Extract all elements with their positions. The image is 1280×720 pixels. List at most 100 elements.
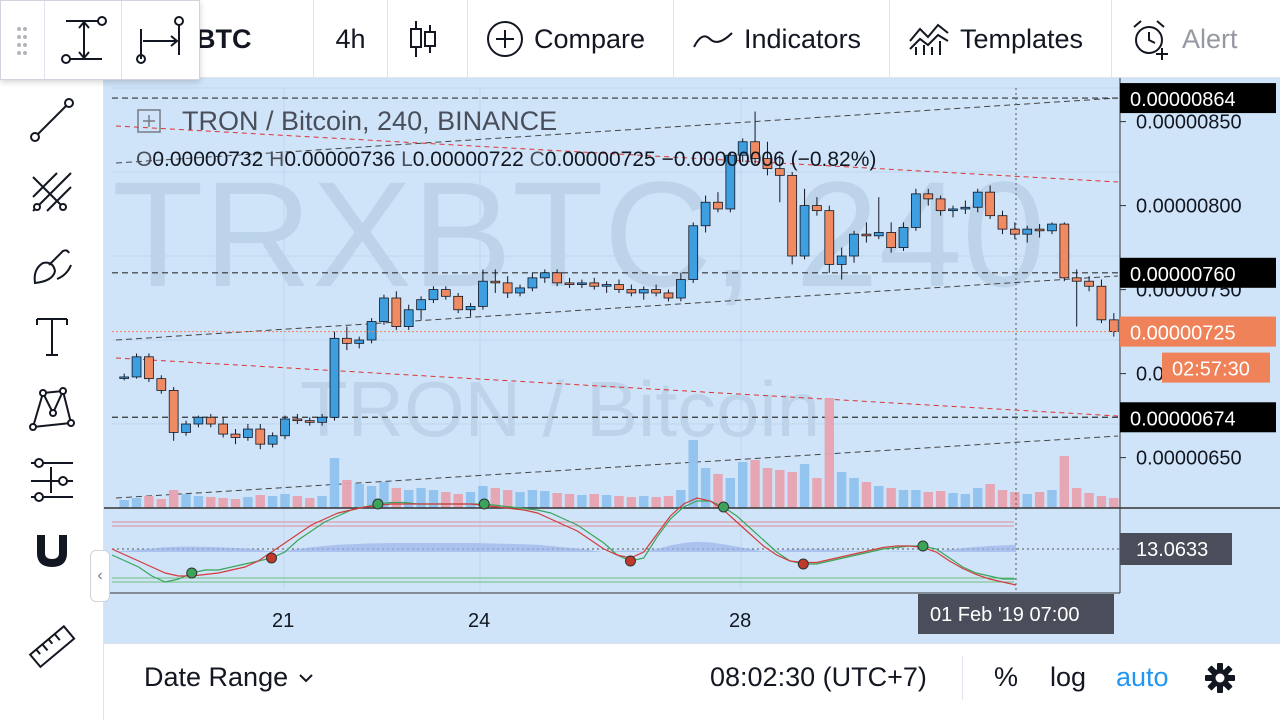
candle-up [577, 282, 587, 285]
percent-toggle[interactable]: % [994, 644, 1018, 711]
candle-down [490, 280, 501, 284]
price-badge-label: 0.00000760 [1130, 264, 1236, 286]
volume-bar [935, 491, 946, 508]
volume-bar [317, 496, 327, 508]
candle-up [836, 255, 847, 265]
auto-toggle[interactable]: auto [1116, 644, 1169, 711]
candle-up [638, 289, 649, 294]
brush-tool[interactable] [22, 234, 82, 294]
volume-bar [354, 484, 364, 508]
volume-bar [663, 496, 674, 508]
timezone-clock[interactable]: 08:02:30 (UTC+7) [710, 644, 927, 711]
indicators-button[interactable]: Indicators [674, 0, 890, 78]
drag-handle-icon[interactable] [1, 1, 45, 79]
crossover-dot [186, 567, 198, 579]
candle-up [428, 289, 439, 301]
compare-button[interactable]: Compare [468, 0, 674, 78]
crossover-dot [797, 558, 809, 570]
pitchfork-tool[interactable] [22, 162, 82, 222]
volume-bar [1109, 498, 1119, 508]
volume-bar [490, 488, 500, 508]
chart-area[interactable]: TRXBTC, 240 TRON / Bitcoin 0.00000850 0.000… [104, 78, 1280, 643]
alert-button[interactable]: Alert [1112, 0, 1280, 78]
settings-button[interactable] [1204, 644, 1236, 711]
candle-up [972, 191, 983, 208]
ruler-tool[interactable] [22, 618, 82, 678]
indicators-label: Indicators [744, 23, 862, 54]
volume-bar [465, 492, 476, 508]
candle-down [1108, 319, 1119, 332]
text-tool[interactable] [22, 306, 82, 366]
collapse-toolbar-button[interactable]: ‹ [90, 550, 110, 602]
price-badge-label: 0.00000864 [1130, 89, 1236, 111]
candle-up [465, 305, 476, 311]
volume-bar [168, 490, 179, 508]
candle-down [651, 289, 661, 294]
candle-down [626, 289, 637, 294]
candle-down [985, 191, 995, 217]
candle-up [243, 428, 253, 438]
trend-line-drawing[interactable] [115, 97, 1119, 164]
candle-down [997, 215, 1008, 230]
candle-down [341, 337, 352, 344]
templates-button[interactable]: Templates [890, 0, 1112, 78]
volume-bar [799, 464, 810, 508]
prediction-measure-tool[interactable] [22, 450, 82, 510]
trend-line-tool[interactable] [22, 90, 82, 150]
volume-bar [329, 458, 340, 508]
volume-bar [1034, 492, 1045, 508]
candle-down [453, 295, 464, 311]
volume-bar [502, 490, 513, 508]
crossover-dot [624, 555, 636, 567]
log-toggle[interactable]: log [1050, 644, 1086, 711]
volume-bar [230, 499, 241, 508]
chart-type-button[interactable] [388, 0, 468, 78]
interval-button[interactable]: 4h [314, 0, 388, 78]
legend-collapse-icon[interactable] [137, 109, 161, 133]
candle-down [292, 418, 303, 422]
watermark-description: TRON / Bitcoin [300, 365, 820, 453]
date-range-button[interactable]: Date Range [144, 644, 316, 711]
trend-line-drawing[interactable] [115, 275, 1119, 341]
volume-bar [305, 498, 315, 508]
time-tick-label: 24 [468, 610, 490, 632]
symbol-search-button[interactable]: BTC [190, 0, 314, 78]
crossover-dot [372, 498, 384, 510]
pattern-tool[interactable] [22, 378, 82, 438]
crossover-dot [718, 501, 730, 513]
candle-up [193, 416, 204, 425]
candle-down [218, 423, 229, 435]
price-range-tool-button[interactable] [45, 1, 122, 79]
volume-bar [639, 496, 649, 508]
text-icon [36, 318, 68, 356]
date-range-tool-button[interactable] [122, 1, 199, 79]
volume-bar [973, 488, 983, 508]
candle-down [564, 282, 575, 285]
candle-down [774, 168, 785, 176]
volume-bar [391, 488, 402, 508]
volume-bar [886, 488, 896, 508]
volume-bar [997, 490, 1008, 508]
volume-bar [626, 497, 637, 508]
candle-down [1034, 228, 1045, 232]
volume-bar [255, 495, 265, 508]
volume-bar [193, 496, 204, 508]
candle-down [762, 158, 773, 170]
alarm-clock-plus-icon [1133, 20, 1168, 60]
interval-label: 4h [335, 23, 366, 54]
volume-bar [527, 490, 538, 508]
volume-bar [577, 495, 587, 508]
volume-bar [775, 470, 785, 508]
candle-up [1022, 228, 1033, 235]
candle-down [156, 378, 167, 391]
candle-up [849, 233, 859, 257]
candle-down [1096, 285, 1107, 321]
magnet-tool[interactable] [22, 520, 82, 580]
trend-line-drawing[interactable] [115, 435, 1119, 499]
candle-down [1009, 228, 1020, 235]
candle-up [416, 299, 426, 311]
volume-bar [181, 494, 191, 508]
candle-up [737, 141, 748, 156]
volume-bar [824, 398, 834, 508]
